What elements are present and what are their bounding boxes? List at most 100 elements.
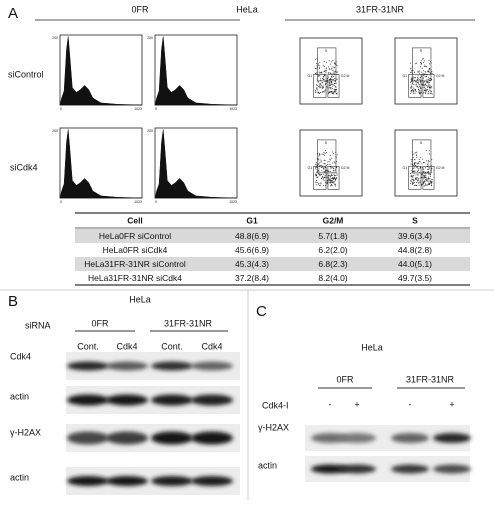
scatter-dot — [321, 72, 323, 74]
scatter-dot — [333, 83, 335, 85]
histogram-trace — [154, 36, 238, 106]
scatter-dot — [427, 184, 429, 186]
scatter-dot — [334, 63, 336, 65]
scatter-dot — [411, 87, 413, 89]
scatter-dot — [423, 62, 425, 64]
scatter-dot — [421, 184, 423, 186]
scatter-dot — [413, 83, 415, 85]
scatter-dot — [331, 78, 333, 80]
scatter-dot — [410, 158, 412, 160]
scatter-dot — [427, 162, 429, 164]
scatter-dot — [425, 173, 427, 175]
scatter-dot — [413, 181, 415, 183]
scatter-dot — [330, 178, 332, 180]
scatter-dot — [321, 177, 323, 179]
scatter-dot — [415, 81, 417, 83]
scatter-dot — [428, 76, 430, 78]
scatter-dot — [421, 67, 423, 69]
group-label: 31FR-31NR — [406, 374, 455, 384]
scatter-dot — [319, 85, 321, 87]
scatter-dot — [426, 179, 428, 181]
scatter-dot — [410, 72, 412, 74]
scatter-dot — [316, 88, 318, 90]
scatter-dot — [329, 158, 331, 160]
scatter-dot — [415, 179, 417, 181]
scatter-dot — [424, 175, 426, 177]
scatter-dot — [328, 161, 330, 163]
scatter-dot — [427, 93, 429, 95]
scatter-dot — [332, 181, 334, 183]
band — [106, 476, 148, 486]
scatter-dot — [319, 83, 321, 85]
scatter-dot — [320, 85, 322, 87]
scatter-dot — [319, 174, 321, 176]
scatter-dot — [326, 79, 328, 81]
scatter-dot — [334, 86, 336, 88]
table-cell: 44.0(5.1) — [398, 259, 432, 269]
scatter-dot — [424, 64, 426, 66]
scatter-dot — [416, 82, 418, 84]
scatter-dot — [336, 154, 338, 156]
scatter-dot — [323, 78, 325, 80]
scatter-dot — [316, 62, 318, 64]
scatter-dot — [423, 65, 425, 67]
scatter-dot — [322, 90, 324, 92]
scatter-dot — [335, 82, 337, 84]
scatter-dot — [320, 160, 322, 162]
scatter-dot — [426, 171, 428, 173]
scatter-dot — [421, 83, 423, 85]
scatter-dot — [319, 184, 321, 186]
scatter-dot — [318, 162, 320, 164]
scatter-dot — [414, 161, 416, 163]
scatter-dot — [429, 72, 431, 74]
lane-label: Cdk4 — [201, 341, 222, 351]
scatter-dot — [320, 72, 322, 74]
band — [311, 464, 349, 474]
scatter-dot — [422, 58, 424, 60]
scatter-dot — [412, 182, 414, 184]
row-header: siRNA — [25, 320, 51, 330]
scatter-dot — [417, 180, 419, 182]
gate — [327, 166, 340, 190]
scatter-dot — [429, 72, 431, 74]
scatter-dot — [425, 90, 427, 92]
scatter-dot — [416, 167, 418, 169]
scatter-dot — [411, 84, 413, 86]
panel-label: B — [8, 293, 18, 310]
scatter-dot — [423, 174, 425, 176]
scatter-dot — [418, 90, 420, 92]
scatter-dot — [334, 183, 336, 185]
scatter-dot — [334, 89, 336, 91]
scatter-dot — [315, 68, 317, 70]
scatter-dot — [331, 179, 333, 181]
panel-title: HeLa — [129, 294, 151, 304]
scatter-dot — [328, 178, 330, 180]
gate-label: G1 — [402, 74, 407, 78]
scatter-dot — [328, 175, 330, 177]
scatter-dot — [427, 173, 429, 175]
scatter-dot — [429, 90, 431, 92]
scatter-dot — [317, 157, 319, 159]
lane-label: - — [329, 399, 332, 409]
scatter-dot — [410, 68, 412, 70]
blot-label: γ-H2AX — [258, 422, 289, 432]
scatter-dot — [429, 89, 431, 91]
band — [191, 431, 233, 445]
group-label: 0FR — [91, 318, 109, 328]
scatter-dot — [418, 83, 420, 85]
histogram-trace — [154, 129, 238, 199]
scatter-dot — [320, 87, 322, 89]
scatter-dot — [330, 174, 332, 176]
scatter-dot — [412, 78, 414, 80]
scatter-dot — [415, 83, 417, 85]
scatter-dot — [331, 157, 333, 159]
scatter-dot — [428, 183, 430, 185]
scatter-dot — [318, 67, 320, 69]
scatter-dot — [335, 90, 337, 92]
scatter-dot — [417, 77, 419, 79]
scatter-dot — [418, 184, 420, 186]
scatter-dot — [329, 175, 331, 177]
scatter-dot — [329, 88, 331, 90]
scatter-dot — [326, 179, 328, 181]
scatter-dot — [414, 159, 416, 161]
